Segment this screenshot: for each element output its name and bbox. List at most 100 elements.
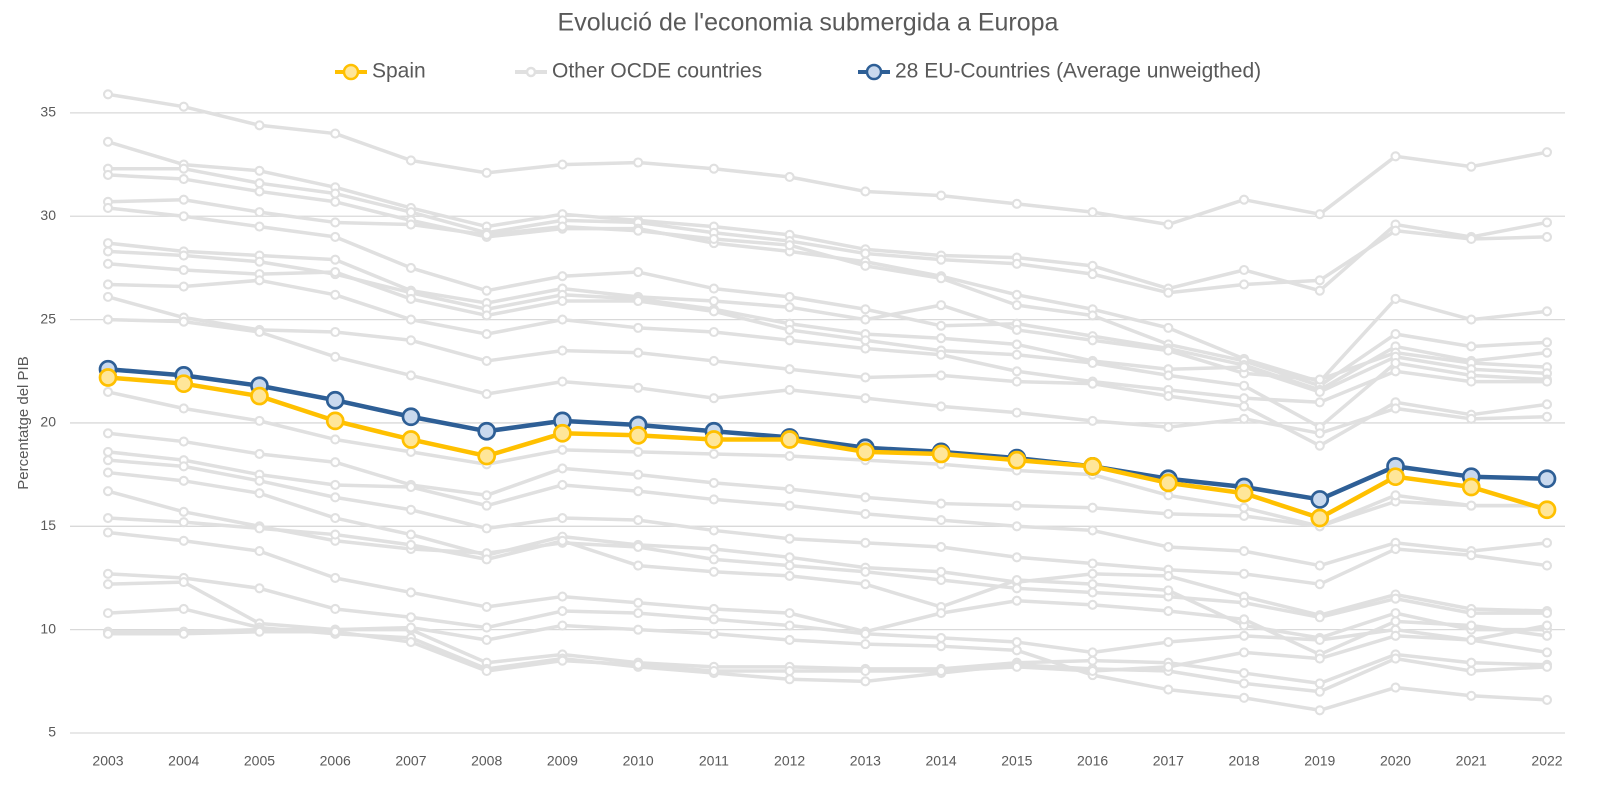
y-tick-label: 20	[40, 414, 56, 430]
other-line-marker	[1466, 550, 1477, 561]
other-line-marker	[784, 500, 795, 511]
other-line-marker	[633, 267, 644, 278]
other-line-marker	[330, 479, 341, 491]
other-line-marker	[936, 574, 947, 586]
other-line	[107, 431, 1547, 529]
other-line-marker	[708, 355, 719, 366]
other-line-marker	[178, 173, 189, 185]
other-line-marker	[1011, 645, 1022, 656]
other-line-marker	[254, 488, 265, 499]
x-tick-label: 2021	[1456, 753, 1487, 769]
other-line-marker	[784, 450, 795, 462]
x-tick-label: 2003	[92, 753, 123, 769]
other-line-marker	[1314, 386, 1325, 397]
other-line-marker	[405, 207, 416, 218]
other-line-marker	[936, 515, 947, 526]
y-tick-label: 15	[40, 517, 56, 533]
other-line-marker	[102, 579, 114, 590]
other-line-marker	[1087, 207, 1098, 218]
other-line-marker	[936, 498, 947, 509]
other-line-marker	[102, 486, 114, 497]
x-tick-label: 2022	[1531, 753, 1562, 769]
series-line-marker	[553, 423, 572, 443]
x-tick-label: 2004	[168, 753, 199, 769]
other-line-marker	[405, 446, 416, 457]
other-line	[107, 262, 1548, 429]
other-line	[107, 489, 1547, 619]
series-line-marker	[477, 446, 497, 466]
other-line-marker	[557, 655, 568, 666]
other-line-marker	[330, 434, 341, 445]
other-line-marker	[557, 271, 568, 282]
other-line-marker	[405, 529, 416, 540]
other-line-marker	[1390, 630, 1401, 641]
x-tick-label: 2015	[1001, 753, 1032, 769]
other-line-marker	[102, 246, 114, 257]
other-line-marker	[708, 448, 719, 460]
other-line-marker	[1541, 647, 1553, 658]
other-line-marker	[860, 314, 871, 325]
other-line-marker	[1087, 587, 1098, 598]
other-line-marker	[708, 326, 719, 338]
other-line	[107, 450, 1548, 568]
series-line	[107, 375, 1548, 521]
other-line-marker	[1087, 525, 1098, 536]
other-line-marker	[708, 233, 719, 245]
other-line-marker	[1466, 634, 1477, 646]
other-line-marker	[860, 508, 871, 519]
other-line-marker	[1087, 260, 1098, 271]
other-line-marker	[1011, 595, 1022, 606]
other-line-marker	[1239, 546, 1250, 557]
other-line-marker	[405, 335, 416, 346]
other-line-marker	[1163, 585, 1174, 596]
other-line-marker	[1163, 684, 1174, 695]
other-line-marker	[1239, 279, 1250, 290]
other-line-marker	[1163, 570, 1174, 581]
series-line-marker	[1537, 500, 1557, 520]
other-line-marker	[1314, 374, 1325, 385]
other-line-marker	[1011, 552, 1022, 563]
other-line-marker	[860, 628, 871, 639]
other-line-marker	[1390, 653, 1401, 664]
other-line-marker	[784, 324, 795, 335]
other-line-marker	[784, 634, 795, 646]
other-line-marker	[1239, 401, 1250, 412]
other-line-marker	[1390, 225, 1401, 236]
other-line-marker	[1390, 329, 1401, 340]
other-line-marker	[481, 622, 492, 633]
other-line-marker	[633, 560, 644, 571]
other-line-marker	[1390, 403, 1401, 414]
other-line-marker	[481, 229, 492, 240]
other-line-marker	[936, 349, 947, 360]
other-line-marker	[708, 603, 719, 615]
other-line-marker	[178, 316, 189, 327]
other-line-marker	[102, 169, 114, 180]
other-line-marker	[254, 448, 265, 460]
other-line-marker	[178, 101, 189, 112]
other-line-marker	[330, 603, 341, 615]
other-line-marker	[405, 293, 416, 304]
other-line-marker	[708, 283, 719, 294]
other-line-marker	[1011, 366, 1022, 377]
other-line-marker	[102, 608, 114, 619]
other-line-marker	[1314, 285, 1325, 296]
other-line-marker	[784, 302, 795, 313]
other-line-marker	[936, 370, 947, 381]
other-line-marker	[1011, 521, 1022, 532]
other-line-marker	[102, 628, 114, 639]
other-line-marker	[1541, 620, 1553, 631]
other-line-marker	[784, 171, 795, 183]
other-line-marker	[481, 665, 492, 677]
other-line-marker	[860, 372, 871, 383]
other-line-marker	[1087, 558, 1098, 569]
other-line-marker	[633, 225, 644, 236]
other-line-marker	[784, 533, 795, 544]
other-line-marker	[481, 634, 492, 646]
other-line-marker	[1087, 310, 1098, 321]
other-line-marker	[178, 163, 189, 174]
other-line-marker	[860, 537, 871, 548]
other-line-marker	[633, 515, 644, 526]
other-line-marker	[1087, 647, 1098, 658]
other-line	[107, 241, 1548, 382]
other-line-marker	[557, 345, 568, 356]
